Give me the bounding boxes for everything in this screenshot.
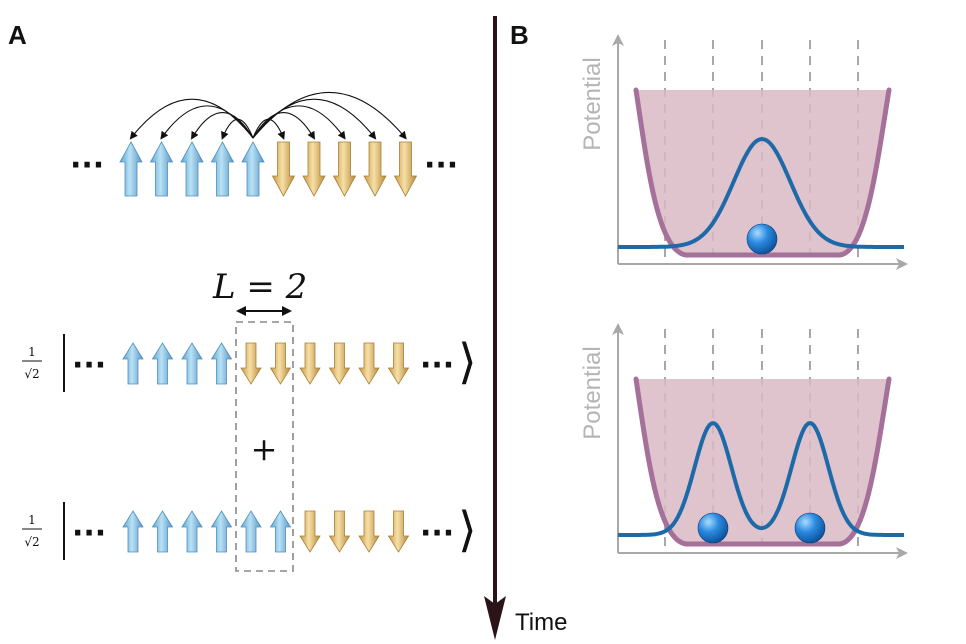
spin-down-arrow xyxy=(328,510,351,553)
particle-ball xyxy=(746,223,778,255)
potential-plot-single: Potential xyxy=(579,34,908,270)
coef-den: √2 xyxy=(24,367,39,381)
coupling-arc xyxy=(129,98,254,140)
spin-up-arrow xyxy=(180,141,204,197)
spin-down-arrow xyxy=(299,342,321,385)
spin-up-arrow xyxy=(181,342,203,385)
spin-down-arrow xyxy=(332,141,357,197)
potential-plot-double: Potential xyxy=(579,323,908,559)
spin-up-arrow xyxy=(181,510,203,553)
time-arrowhead xyxy=(484,596,506,640)
particle-ball xyxy=(794,512,826,544)
ellipsis-left-middle: ··· xyxy=(72,348,106,383)
spin-down-arrow xyxy=(358,342,380,385)
ket-close-middle: ⟩ xyxy=(458,334,477,390)
ellipsis-right-bottom: ··· xyxy=(420,516,454,551)
spin-down-arrow xyxy=(240,342,262,385)
spin-down-arrow xyxy=(387,510,410,553)
spin-up-arrow xyxy=(119,141,143,197)
spin-down-arrow xyxy=(271,141,296,197)
spin-up-arrow xyxy=(241,141,265,197)
panel-label-b: B xyxy=(510,20,529,50)
coef-num: 1 xyxy=(28,345,36,359)
spin-up-arrow xyxy=(210,141,235,197)
superposition-plus: + xyxy=(251,430,278,468)
spin-up-arrow xyxy=(210,342,233,385)
spin-up-arrow xyxy=(122,510,144,553)
particle-ball xyxy=(697,512,729,544)
spin-down-arrow xyxy=(387,342,410,385)
potential-well-fill xyxy=(636,379,889,544)
potential-well-curve xyxy=(633,376,892,547)
spin-up-arrow xyxy=(269,510,292,553)
spin-down-arrow xyxy=(302,141,326,197)
y-axis-label: Potential xyxy=(579,57,606,150)
ellipsis-left-bottom: ··· xyxy=(72,516,106,551)
ellipsis-right-top: ··· xyxy=(424,148,458,183)
spin-up-arrow xyxy=(151,510,174,553)
spin-down-arrow xyxy=(328,342,351,385)
spin-up-arrow xyxy=(151,342,174,385)
spin-down-arrow xyxy=(358,510,380,553)
y-axis-label: Potential xyxy=(579,346,606,439)
coef-den: √2 xyxy=(24,535,39,549)
coef-middle: 1 √2 xyxy=(22,345,42,381)
spin-up-arrow xyxy=(122,342,144,385)
spin-up-arrow xyxy=(149,141,174,197)
potential-well-curve xyxy=(633,87,892,258)
ellipsis-right-middle: ··· xyxy=(420,348,454,383)
wavefunction-curve xyxy=(618,421,904,537)
length-label: L = 2 xyxy=(212,267,307,307)
spin-down-arrow xyxy=(363,141,387,197)
potential-well-fill xyxy=(636,90,889,255)
spin-row-top xyxy=(119,141,418,197)
coef-num: 1 xyxy=(28,513,36,527)
panel-a: ··· ··· L = 2 1 √2 ··· ··· ⟩ + 1 √2 ··· … xyxy=(22,92,477,572)
ellipsis-left-top: ··· xyxy=(70,148,104,183)
spin-down-arrow xyxy=(299,510,321,553)
coupling-arc xyxy=(160,105,254,140)
time-label: Time xyxy=(515,609,567,636)
spin-up-arrow xyxy=(210,510,233,553)
coupling-arc xyxy=(190,112,254,140)
coupling-arcs xyxy=(129,92,407,140)
spin-down-arrow xyxy=(269,342,292,385)
coupling-arc xyxy=(252,92,407,140)
time-axis: Time xyxy=(484,16,567,640)
coef-bottom: 1 √2 xyxy=(22,513,42,549)
spin-down-arrow xyxy=(393,141,418,197)
spin-row-bottom xyxy=(122,510,410,553)
spin-up-arrow xyxy=(240,510,262,553)
coupling-arc xyxy=(252,112,316,140)
spin-row-middle xyxy=(122,342,410,385)
wavefunction-curve xyxy=(618,137,904,249)
coupling-arc xyxy=(221,118,254,140)
panel-label-a: A xyxy=(8,20,27,50)
domain-wall-box xyxy=(235,321,294,572)
ket-close-bottom: ⟩ xyxy=(458,502,477,558)
